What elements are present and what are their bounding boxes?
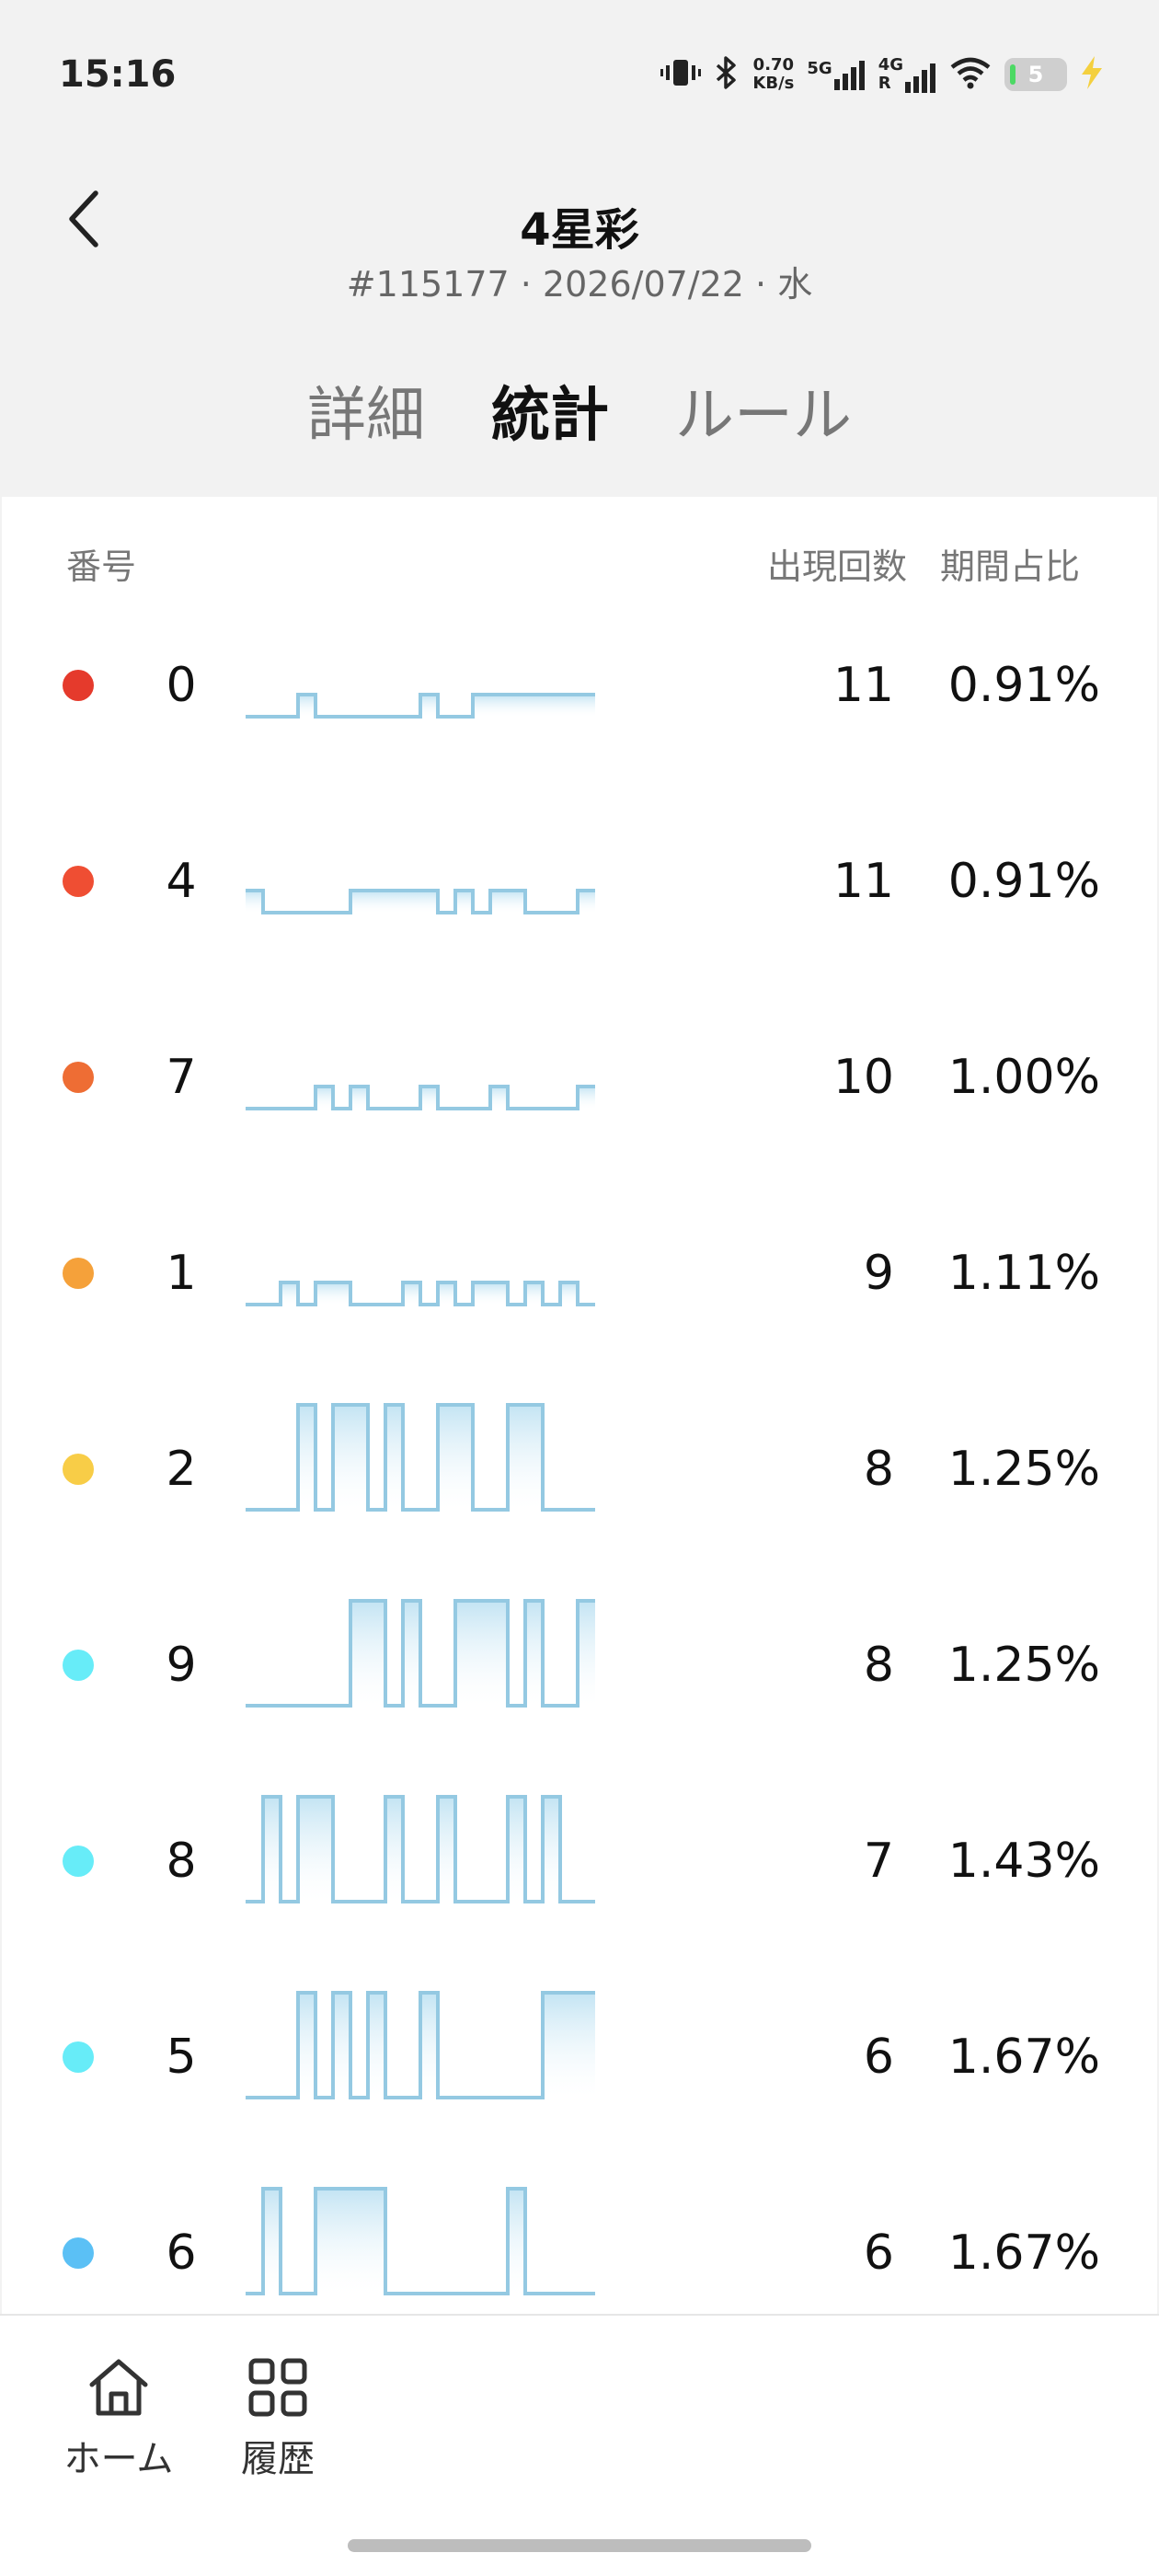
stat-number: 8	[166, 1834, 197, 1889]
charging-icon	[1080, 56, 1104, 93]
vibrate-icon	[660, 54, 702, 95]
stat-count: 9	[863, 1246, 894, 1301]
stat-count: 10	[832, 1050, 894, 1105]
occurrence-sparkline	[246, 1599, 595, 1708]
wifi-icon	[949, 56, 992, 93]
color-dot	[63, 2237, 94, 2269]
color-dot	[63, 1650, 94, 1681]
page-title: 4星彩	[520, 204, 639, 256]
grid-icon	[247, 2357, 308, 2421]
page-subtitle: #115177 · 2026/07/22 · 水	[346, 264, 813, 305]
column-header-count: 出現回数	[767, 546, 908, 587]
tab-statistics[interactable]: 統計	[491, 382, 609, 450]
stat-row: 5 6 1.67%	[2, 1991, 1157, 2189]
back-arrow-icon	[64, 190, 101, 252]
stat-number: 9	[166, 1638, 197, 1693]
stat-number: 1	[166, 1246, 197, 1301]
status-bar: 15:16 0.70 KB/s 5G 4G R 5	[0, 0, 1159, 147]
stat-ratio: 1.43%	[947, 1834, 1100, 1889]
nav-history[interactable]: 履歴	[195, 2357, 361, 2482]
color-dot	[63, 1846, 94, 1877]
home-indicator	[348, 2539, 811, 2552]
stat-row: 2 8 1.25%	[2, 1403, 1157, 1601]
occurrence-sparkline	[246, 2187, 595, 2295]
signal-5g-icon: 5G	[807, 59, 865, 90]
stat-count: 11	[832, 854, 894, 909]
nav-home-label: ホーム	[63, 2438, 174, 2480]
stat-row: 9 8 1.25%	[2, 1599, 1157, 1797]
network-speed: 0.70 KB/s	[752, 55, 795, 93]
stat-number: 4	[166, 854, 197, 909]
bottom-divider	[0, 2314, 1159, 2316]
status-time: 15:16	[59, 53, 177, 96]
column-header-ratio: 期間占比	[940, 546, 1081, 587]
tab-rules[interactable]: ルール	[675, 382, 852, 450]
occurrence-sparkline	[246, 693, 595, 719]
color-dot	[63, 2041, 94, 2073]
stat-number: 5	[166, 2030, 197, 2085]
signal-4g-icon: 4G R	[878, 56, 936, 93]
nav-history-label: 履歴	[241, 2438, 315, 2480]
stat-count: 11	[832, 658, 894, 713]
occurrence-sparkline	[246, 1281, 595, 1306]
tab-bar: 詳細 統計 ルール	[0, 368, 1159, 453]
occurrence-sparkline	[246, 1795, 595, 1903]
statistics-card: 番号 出現回数 期間占比 0 11 0.91% 4 11 0.91% 7 10 1.00% 1 9 1…	[2, 497, 1157, 2314]
bluetooth-icon	[714, 54, 740, 95]
status-icons: 0.70 KB/s 5G 4G R 5	[660, 52, 1104, 98]
stat-row: 0 11 0.91%	[2, 621, 1157, 817]
color-dot	[63, 1454, 94, 1485]
stat-row: 1 9 1.11%	[2, 1209, 1157, 1405]
stat-ratio: 1.25%	[947, 1638, 1100, 1693]
stat-ratio: 1.00%	[947, 1050, 1100, 1105]
stat-count: 8	[863, 1442, 894, 1497]
stat-row: 6 6 1.67%	[2, 2187, 1157, 2314]
occurrence-sparkline	[246, 1085, 595, 1110]
home-icon	[86, 2357, 151, 2421]
nav-home[interactable]: ホーム	[36, 2357, 201, 2482]
stat-ratio: 0.91%	[947, 658, 1100, 713]
color-dot	[63, 1062, 94, 1093]
stat-ratio: 0.91%	[947, 854, 1100, 909]
stat-ratio: 1.11%	[947, 1246, 1100, 1301]
color-dot	[63, 866, 94, 897]
tab-details[interactable]: 詳細	[307, 382, 425, 450]
back-button[interactable]	[55, 184, 110, 258]
stat-count: 8	[863, 1638, 894, 1693]
stat-number: 2	[166, 1442, 197, 1497]
header: 4星彩 #115177 · 2026/07/22 · 水 詳細 統計 ルール	[0, 147, 1159, 497]
stat-ratio: 1.67%	[947, 2225, 1100, 2281]
stat-row: 4 11 0.91%	[2, 817, 1157, 1013]
column-header-number: 番号	[66, 546, 137, 587]
stat-number: 6	[166, 2225, 197, 2281]
battery-icon: 5	[1004, 58, 1067, 91]
color-dot	[63, 670, 94, 701]
stat-count: 7	[863, 1834, 894, 1889]
occurrence-sparkline	[246, 889, 595, 914]
stat-count: 6	[863, 2030, 894, 2085]
stat-number: 0	[166, 658, 197, 713]
stat-count: 6	[863, 2225, 894, 2281]
stat-ratio: 1.25%	[947, 1442, 1100, 1497]
color-dot	[63, 1258, 94, 1289]
stat-row: 7 10 1.00%	[2, 1013, 1157, 1209]
stat-number: 7	[166, 1050, 197, 1105]
stat-ratio: 1.67%	[947, 2030, 1100, 2085]
occurrence-sparkline	[246, 1403, 595, 1512]
occurrence-sparkline	[246, 1991, 595, 2099]
stat-row: 8 7 1.43%	[2, 1795, 1157, 1993]
bottom-navigation: ホーム 履歴	[0, 2316, 1159, 2576]
